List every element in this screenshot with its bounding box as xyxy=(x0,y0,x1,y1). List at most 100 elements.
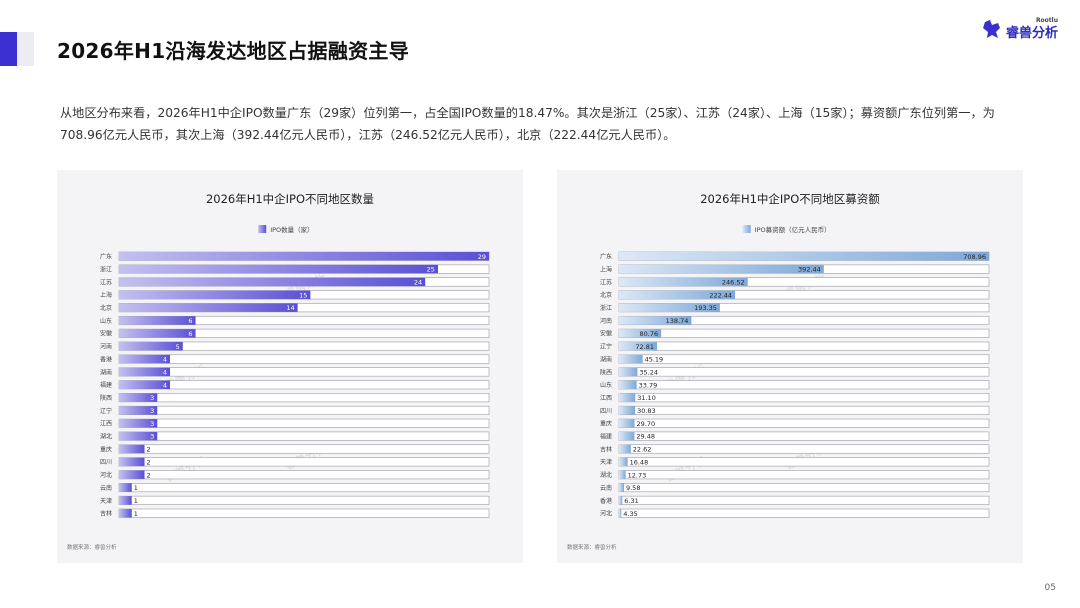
category-label: 湖南 xyxy=(100,368,112,376)
bar-track xyxy=(618,482,990,493)
value-label: 12.73 xyxy=(628,471,647,479)
value-label: 222.44 xyxy=(709,291,732,299)
value-label: 14 xyxy=(286,304,294,312)
value-label: 4 xyxy=(163,356,167,364)
value-label: 33.79 xyxy=(639,381,658,389)
bar-track xyxy=(618,328,990,338)
bar xyxy=(119,277,426,287)
category-label: 江西 xyxy=(100,421,112,428)
bar xyxy=(119,290,311,300)
value-label: 6 xyxy=(188,330,192,338)
bar xyxy=(119,367,171,377)
category-label: 上海 xyxy=(100,291,112,299)
bar xyxy=(119,483,132,492)
category-label: 四川 xyxy=(600,408,612,415)
value-label: 2 xyxy=(147,446,151,454)
value-label: 4 xyxy=(163,381,167,389)
category-label: 福建 xyxy=(600,433,612,441)
bar xyxy=(119,380,171,389)
value-label: 29.70 xyxy=(637,420,656,428)
value-label: 16.48 xyxy=(630,458,649,466)
category-label: 湖北 xyxy=(100,433,112,441)
bar-track xyxy=(618,508,990,518)
value-label: 4.35 xyxy=(623,510,637,518)
legend-label: IPO数量（家） xyxy=(270,225,313,234)
bar-track xyxy=(618,495,990,505)
value-label: 22.62 xyxy=(633,446,652,454)
bar-track xyxy=(618,418,990,428)
category-label: 重庆 xyxy=(600,420,612,428)
category-label: 北京 xyxy=(600,291,612,299)
bar-track xyxy=(618,470,990,480)
bar xyxy=(119,341,183,351)
bar xyxy=(119,354,171,364)
value-label: 35.24 xyxy=(639,368,658,376)
bar-track xyxy=(118,418,490,428)
value-label: 30.83 xyxy=(637,407,656,415)
value-label: 24 xyxy=(414,279,422,287)
value-label: 29 xyxy=(478,253,486,261)
value-label: 193.35 xyxy=(694,304,717,312)
value-label: 708.96 xyxy=(963,253,986,261)
value-label: 246.52 xyxy=(722,279,745,287)
bar-track xyxy=(118,444,490,454)
bar xyxy=(619,483,624,492)
bar xyxy=(619,470,626,479)
bar-track xyxy=(118,393,490,403)
bar xyxy=(119,406,158,415)
bar-track xyxy=(118,470,490,480)
bar xyxy=(619,316,692,325)
bar-track xyxy=(618,457,990,467)
bar-track xyxy=(118,405,490,415)
bar xyxy=(619,354,643,364)
category-label: 香港 xyxy=(100,355,112,363)
value-label: 6 xyxy=(188,317,192,325)
bar xyxy=(619,329,662,338)
value-label: 29.48 xyxy=(636,433,655,441)
bar-track xyxy=(118,508,490,518)
bar xyxy=(619,509,622,518)
bar xyxy=(619,277,748,287)
bar-track xyxy=(118,380,490,390)
category-label: 福建 xyxy=(100,381,112,389)
category-label: 山东 xyxy=(100,317,112,325)
bar-track xyxy=(618,405,990,415)
value-label: 3 xyxy=(150,407,154,415)
bar-track xyxy=(618,354,990,364)
category-label: 北京 xyxy=(100,304,112,312)
bar xyxy=(619,341,657,351)
value-label: 4 xyxy=(163,368,167,376)
bar xyxy=(119,252,489,261)
bar xyxy=(619,393,636,402)
chart-title: 2026年H1中企IPO不同地区数量 xyxy=(206,192,374,206)
category-label: 重庆 xyxy=(100,445,112,453)
value-label: 3 xyxy=(150,420,154,428)
value-label: 2 xyxy=(147,471,151,479)
value-label: 3 xyxy=(150,394,154,402)
value-label: 5 xyxy=(176,343,180,351)
category-label: 广东 xyxy=(100,253,112,261)
category-label: 天津 xyxy=(600,459,612,466)
value-label: 2 xyxy=(147,458,151,466)
category-label: 天津 xyxy=(100,498,112,505)
bar xyxy=(119,393,158,402)
bar xyxy=(119,509,132,518)
bar xyxy=(119,444,145,454)
category-label: 安徽 xyxy=(100,330,112,338)
bar-track xyxy=(118,354,490,364)
bar xyxy=(119,431,158,441)
value-label: 72.81 xyxy=(635,343,654,351)
bar xyxy=(119,457,145,467)
summary-paragraph: 从地区分布来看，2026年H1中企IPO数量广东（29家）位列第一，占全国IPO… xyxy=(60,106,995,142)
bar-track xyxy=(118,431,490,441)
category-label: 江苏 xyxy=(600,278,612,286)
bar xyxy=(619,290,736,300)
category-label: 陕西 xyxy=(600,368,612,376)
bar xyxy=(619,419,635,428)
category-label: 河南 xyxy=(100,343,112,351)
legend-swatch xyxy=(258,225,267,233)
bar xyxy=(619,367,638,377)
bar-track xyxy=(118,482,490,493)
bar-track xyxy=(618,341,990,351)
source-note: 数据来源：睿兽分析 xyxy=(67,543,117,551)
